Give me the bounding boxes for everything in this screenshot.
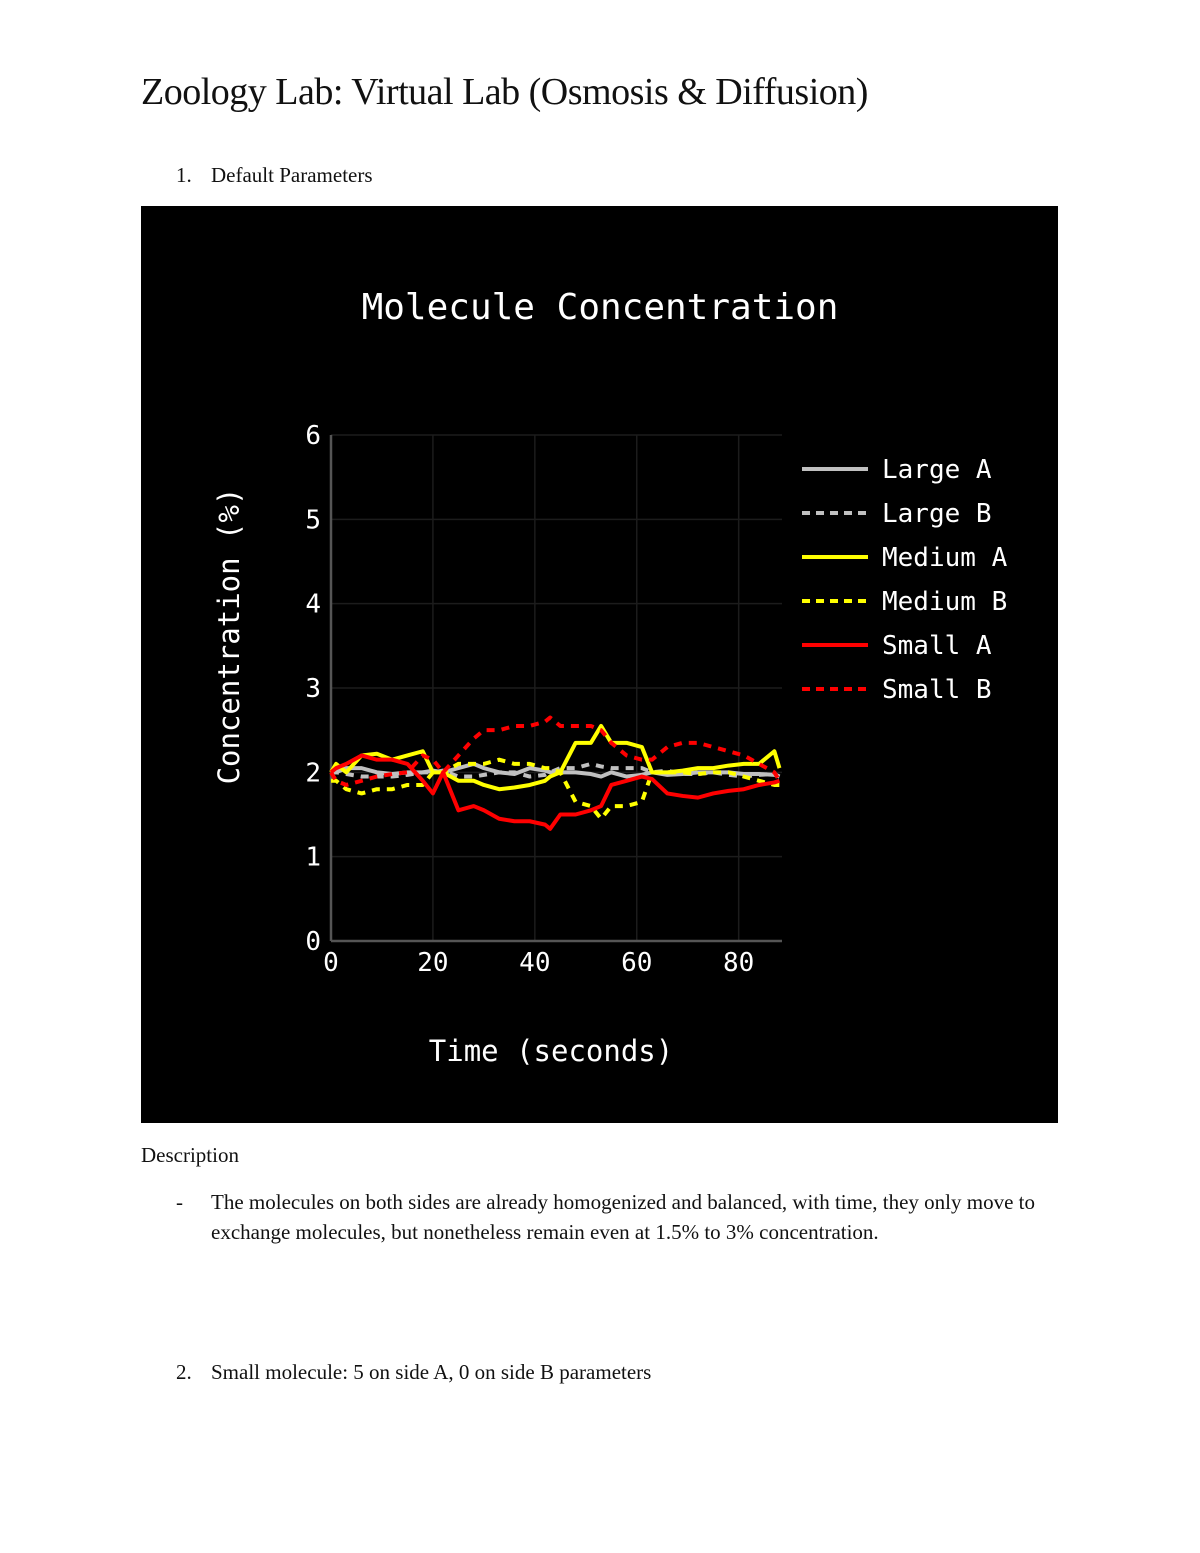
bullet-marker: - xyxy=(176,1190,183,1214)
chart-series xyxy=(329,715,782,831)
series-line-medium-a xyxy=(329,723,782,792)
y-tick-label: 0 xyxy=(305,927,321,957)
chart-legend: Large A Large B Medium A Medium B Small A Sma… xyxy=(802,455,1008,705)
y-tick-label: 3 xyxy=(305,674,321,704)
chart-canvas: Molecule Concentration 0 20 40 60 800123456 … xyxy=(212,287,1008,1068)
chart-gridlines xyxy=(331,434,782,941)
legend-label: Large B xyxy=(882,499,992,529)
description-text: The molecules on both sides are already … xyxy=(211,1190,1036,1244)
section-title: Default Parameters xyxy=(211,163,373,187)
molecule-concentration-chart: Molecule Concentration 0 20 40 60 80 0 1 2 3 4 5 6 … xyxy=(141,206,1058,1123)
description-heading: Description xyxy=(141,1143,239,1167)
x-axis-label: Time (seconds) xyxy=(429,1034,673,1068)
y-axis-label: Concentration (%) xyxy=(212,488,246,785)
y-tick-label: 5 xyxy=(305,505,321,535)
x-tick-label: 80 xyxy=(723,948,754,978)
legend-label: Medium B xyxy=(882,587,1007,617)
chart-axes: 0 20 40 60 80 0 1 2 3 4 5 6 xyxy=(305,421,782,978)
chart-title: Molecule Concentration xyxy=(362,287,839,328)
section-number: 1. xyxy=(176,163,192,187)
document-title: Zoology Lab: Virtual Lab (Osmosis & Diff… xyxy=(141,71,868,113)
y-tick-label: 1 xyxy=(305,843,321,873)
section-1-heading: 1. Default Parameters xyxy=(176,161,373,190)
section-title: Small molecule: 5 on side A, 0 on side B… xyxy=(211,1360,652,1384)
x-tick-label: 40 xyxy=(519,948,550,978)
section-2-heading: 2. Small molecule: 5 on side A, 0 on side… xyxy=(176,1358,651,1387)
x-tick-label: 20 xyxy=(417,948,448,978)
description-bullet: - The molecules on both sides are alread… xyxy=(176,1187,1056,1247)
section-number: 2. xyxy=(176,1360,192,1384)
y-tick-label: 2 xyxy=(305,758,321,788)
legend-label: Large A xyxy=(882,455,992,485)
legend-label: Medium A xyxy=(882,543,1008,573)
legend-label: Small A xyxy=(882,631,992,661)
y-tick-label: 6 xyxy=(305,421,321,451)
y-tick-label: 4 xyxy=(305,590,321,620)
x-tick-label: 60 xyxy=(621,948,652,978)
x-tick-label: 0 xyxy=(323,948,339,978)
series-line-medium-b xyxy=(331,757,780,821)
series-line-small-b xyxy=(329,715,782,787)
series-line-small-a xyxy=(329,753,781,831)
legend-label: Small B xyxy=(882,675,992,705)
